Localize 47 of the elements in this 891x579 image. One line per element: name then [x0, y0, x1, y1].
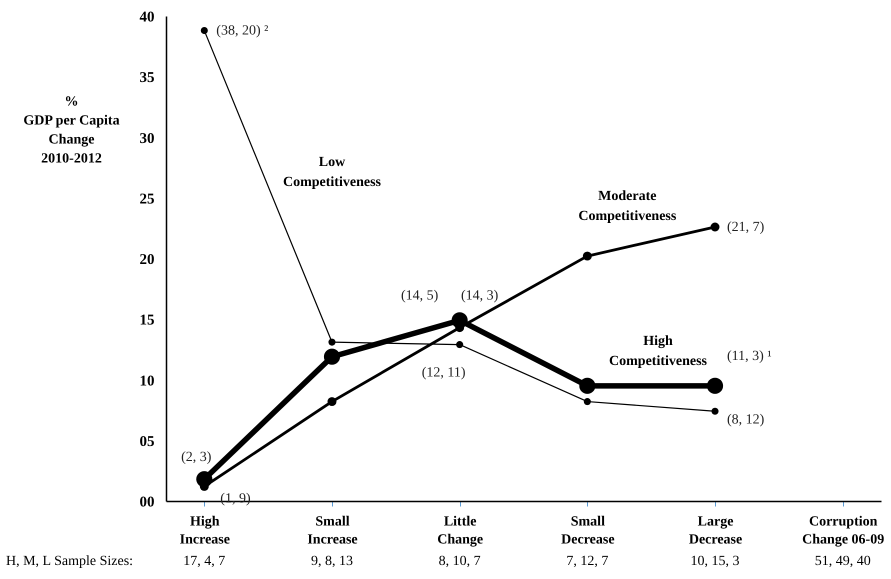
series-label: Low Competitiveness [282, 155, 382, 190]
point [584, 398, 591, 406]
y-tick-label: 35 [140, 70, 154, 86]
point [711, 408, 719, 415]
x-tick-label: Little Change [437, 514, 484, 548]
text: 17, 4, 7 [183, 554, 226, 569]
y-tick-label: 05 [140, 434, 154, 450]
data-label: (12, 11) [422, 366, 466, 381]
point [452, 312, 468, 328]
y-tick-label: 00 [140, 494, 154, 510]
y-tick-label: 40 [140, 10, 154, 26]
point [200, 27, 208, 34]
x-tick-label: High Increase [180, 514, 230, 548]
text: 8, 10, 7 [438, 554, 481, 569]
x-tick-label: Large Decrease [688, 514, 742, 548]
point [456, 341, 464, 348]
text: 9, 8, 13 [310, 554, 353, 569]
text: 7, 12, 7 [566, 554, 608, 569]
data-label: (2, 3) [181, 450, 212, 466]
point [196, 471, 212, 488]
x-tick-label: Small Decrease [561, 514, 615, 548]
point [710, 222, 720, 232]
point [582, 252, 592, 261]
y-axis-title: % GDP per Capita Change 2010-2012 [23, 94, 120, 166]
y-tick-label: 10 [140, 373, 154, 390]
data-label: (38, 20) ² [216, 24, 268, 39]
x-tick-label: Corruption Change 06-09 [802, 514, 884, 548]
data-label: (14, 3) [460, 288, 499, 304]
point [706, 378, 724, 394]
data-label: (14, 5) [400, 288, 439, 304]
y-tick-label: 30 [140, 130, 154, 147]
y-tick-label: 20 [140, 252, 154, 268]
data-label: (8, 12) [727, 412, 765, 428]
point [328, 338, 336, 346]
text: 10, 15, 3 [690, 554, 740, 569]
series-label: High Competitiveness [609, 334, 708, 369]
y-tick-label: 25 [140, 191, 154, 208]
point [579, 378, 596, 394]
text: H, M, L Sample Sizes: [6, 554, 134, 569]
data-label: (21, 7) [727, 220, 765, 235]
point [328, 397, 336, 406]
data-label: (11, 3) ¹ [727, 348, 772, 364]
text: 51, 49, 40 [814, 554, 871, 569]
x-tick-label: Small Increase [307, 514, 358, 548]
y-tick-label: 15 [140, 312, 154, 329]
point [324, 348, 340, 365]
series-label: Moderate Competitiveness [578, 189, 677, 224]
